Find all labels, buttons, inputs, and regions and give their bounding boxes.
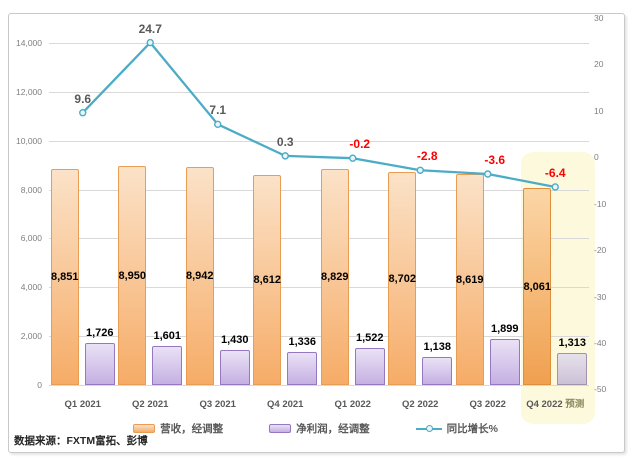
bar-revenue <box>50 168 79 385</box>
bar-revenue <box>185 166 214 385</box>
forecast-tag: 预测 <box>565 399 585 410</box>
category-label: Q4 2021 <box>267 399 304 410</box>
left-axis-tick: 6,000 <box>20 233 42 244</box>
bar-net-profit <box>84 342 115 385</box>
gridline <box>49 91 589 93</box>
yoy-line-swatch-icon <box>415 424 442 433</box>
gridline <box>49 385 589 386</box>
line-label-yoy: -2.8 <box>416 149 438 164</box>
category-label: Q2 2021 <box>132 399 169 410</box>
category-label: Q1 2022 <box>334 399 371 410</box>
bar-net-profit <box>152 345 183 385</box>
legend-label-revenue: 营收，经调整 <box>160 422 224 435</box>
legend-label-yoy-growth: 同比增长% <box>446 422 498 435</box>
bar-revenue <box>118 166 147 385</box>
bar-label-revenue: 8,702 <box>388 272 417 285</box>
category-label: Q3 2021 <box>199 399 236 410</box>
legend-item-revenue[interactable]: 营收，经调整 <box>133 421 223 436</box>
right-axis-tick: -10 <box>594 198 607 209</box>
right-axis-tick: 0 <box>594 152 599 163</box>
line-label-yoy: -0.2 <box>349 137 371 152</box>
net-profit-swatch-icon <box>269 423 292 433</box>
legend: 营收，经调整 净利润，经调整 同比增长% <box>8 417 623 439</box>
bar-label-revenue: 8,829 <box>320 271 349 284</box>
gridline <box>49 189 589 191</box>
bar-net-profit <box>422 357 453 385</box>
gridline <box>49 287 589 289</box>
bar-revenue <box>523 188 552 385</box>
bar-label-net-profit: 1,899 <box>490 322 519 335</box>
left-axis-tick: 12,000 <box>16 86 42 97</box>
category-label: Q4 2022 预测 <box>526 399 585 410</box>
right-axis-tick: 10 <box>594 105 604 116</box>
legend-item-net-profit[interactable]: 净利润，经调整 <box>269 421 370 436</box>
category-label: Q1 2021 <box>64 399 101 410</box>
line-label-yoy: 9.6 <box>74 91 92 106</box>
gridline <box>49 43 589 44</box>
category-label: Q3 2022 <box>469 399 506 410</box>
line-label-yoy: -3.6 <box>484 152 506 167</box>
bar-label-net-profit: 1,522 <box>355 331 384 344</box>
left-axis-tick: 10,000 <box>16 135 42 146</box>
right-axis-tick: -20 <box>594 245 607 256</box>
bar-label-revenue: 8,612 <box>253 273 282 286</box>
bar-label-net-profit: 1,601 <box>153 329 182 342</box>
legend-item-yoy-growth[interactable]: 同比增长% <box>415 421 498 436</box>
bar-label-net-profit: 1,430 <box>220 334 249 347</box>
right-axis-tick: 30 <box>594 13 604 23</box>
line-label-yoy: 24.7 <box>138 21 162 36</box>
bar-label-revenue: 8,619 <box>455 273 484 286</box>
bar-revenue <box>455 174 484 385</box>
bar-net-profit <box>557 352 588 385</box>
legend-label-net-profit: 净利润，经调整 <box>296 422 370 435</box>
bar-label-net-profit: 1,336 <box>288 336 317 349</box>
left-axis-tick: 14,000 <box>16 38 42 48</box>
gridline <box>49 140 589 142</box>
bar-revenue <box>388 172 417 385</box>
right-axis-tick: -50 <box>594 384 607 395</box>
category-label: Q2 2022 <box>402 399 439 410</box>
left-axis-tick: 8,000 <box>20 184 42 195</box>
left-axis-tick: 2,000 <box>20 331 42 342</box>
right-axis-tick: -30 <box>594 291 607 302</box>
line-label-yoy: 7.1 <box>209 103 227 118</box>
bar-label-revenue: 8,851 <box>50 270 79 283</box>
bar-label-revenue: 8,950 <box>118 269 147 282</box>
data-source-note: 数据来源：FXTM富拓、彭博 <box>14 435 148 447</box>
bar-label-revenue: 8,061 <box>523 280 552 293</box>
left-axis-tick: 4,000 <box>20 282 42 293</box>
line-label-yoy: 0.3 <box>276 134 294 149</box>
right-axis-tick: -40 <box>594 337 607 348</box>
bar-label-revenue: 8,942 <box>185 269 214 282</box>
bar-label-net-profit: 1,138 <box>423 341 452 354</box>
gridline <box>49 336 589 338</box>
revenue-swatch-icon <box>133 423 156 433</box>
bar-net-profit <box>219 350 250 385</box>
bar-net-profit <box>354 347 385 385</box>
gridline <box>49 238 589 240</box>
bar-net-profit <box>489 338 520 385</box>
bar-label-net-profit: 1,726 <box>85 326 114 339</box>
bar-net-profit <box>287 352 318 385</box>
line-label-yoy: -6.4 <box>544 165 566 180</box>
bar-label-net-profit: 1,313 <box>558 336 587 349</box>
left-axis-tick: 0 <box>37 380 42 390</box>
right-axis-tick: 20 <box>594 59 604 70</box>
bar-revenue <box>253 174 282 385</box>
